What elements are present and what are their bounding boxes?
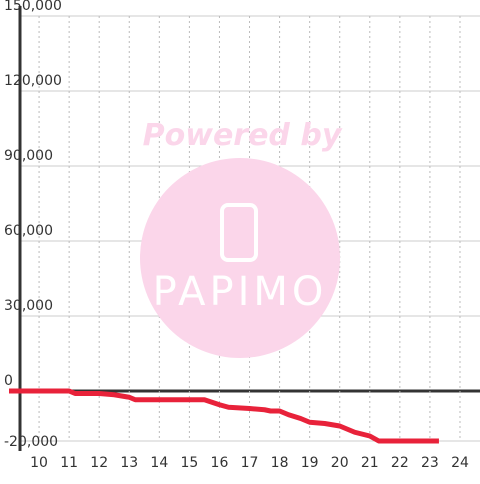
x-tick-label: 20 [331,455,349,471]
watermark-icon [220,203,258,262]
y-tick-label: 150,000 [4,0,62,14]
y-tick-label: 120,000 [4,73,62,89]
x-tick-label: 11 [60,455,78,471]
x-tick-label: 12 [90,455,108,471]
y-tick-label: 30,000 [4,298,53,314]
watermark: Powered by PAPIMO [140,118,343,358]
x-tick-label: 14 [150,455,168,471]
x-tick-label: 15 [180,455,198,471]
x-tick-label: 24 [451,455,469,471]
x-tick-label: 21 [361,455,379,471]
watermark-logo: PAPIMO [153,269,328,315]
x-tick-label: 17 [241,455,259,471]
y-tick-label: -20,000 [4,434,58,450]
x-tick-label: 10 [30,455,48,471]
x-tick-label: 23 [421,455,439,471]
y-tick-label: 60,000 [4,223,53,239]
x-tick-label: 13 [120,455,138,471]
data-line [9,388,439,444]
x-tick-label: 19 [301,455,319,471]
watermark-text: Powered by [143,118,343,153]
x-tick-label: 18 [271,455,289,471]
x-tick-label: 22 [391,455,409,471]
y-tick-label: 90,000 [4,148,53,164]
y-tick-label: 0 [4,373,13,389]
x-tick-label: 16 [211,455,229,471]
